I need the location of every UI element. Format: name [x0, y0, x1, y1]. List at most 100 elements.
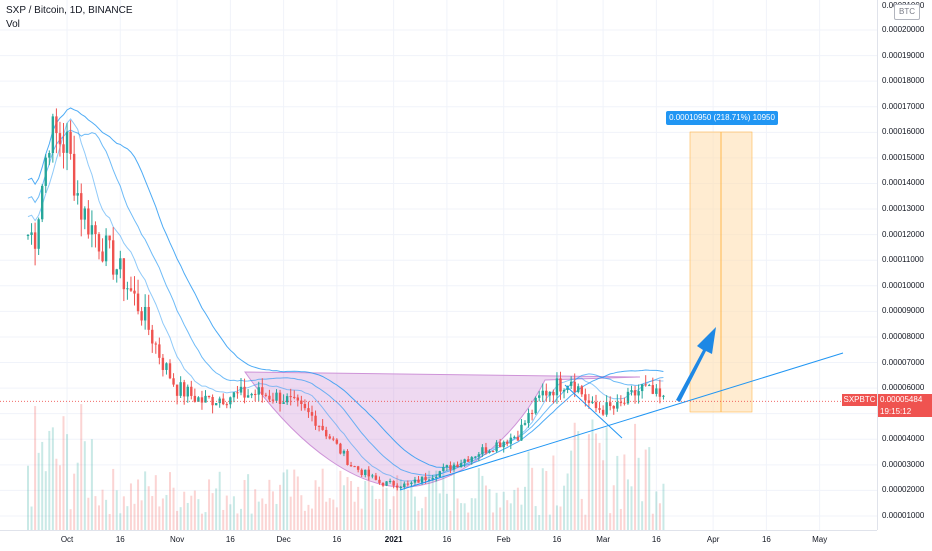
- volume-bar: [222, 509, 225, 530]
- candle-body: [498, 442, 502, 448]
- volume-bar: [69, 509, 72, 530]
- volume-bar: [197, 499, 200, 530]
- volume-bar: [566, 473, 569, 530]
- candle-body: [456, 464, 459, 468]
- volume-bar: [243, 480, 246, 530]
- price-axis[interactable]: 0.00020000 0.00019000 0.00018000 0.00017000…: [877, 0, 932, 530]
- volume-bar: [626, 479, 629, 530]
- volume-bar: [27, 465, 29, 530]
- y-tick-label: 0.00006000: [882, 383, 925, 393]
- candle-body: [158, 344, 161, 358]
- volume-bar: [250, 513, 253, 530]
- candle-body: [76, 193, 79, 196]
- volume-bar: [51, 427, 54, 530]
- volume-bar: [538, 514, 541, 530]
- candle-body: [580, 386, 583, 395]
- volume-bar: [389, 509, 392, 530]
- volume-bar: [211, 493, 214, 530]
- candle-body: [232, 392, 236, 398]
- candle-body: [168, 363, 172, 379]
- x-tick-label: Apr: [706, 535, 720, 544]
- volume-bar: [584, 514, 587, 530]
- candle-body: [559, 378, 562, 392]
- candle-body: [392, 480, 395, 486]
- currency-badge[interactable]: BTC: [894, 4, 920, 20]
- candle-body: [577, 386, 580, 392]
- volume-bar: [137, 479, 140, 530]
- volume-bar: [169, 472, 171, 530]
- candle-body: [413, 479, 417, 483]
- y-tick-label: 0.00008000: [882, 331, 925, 341]
- candle-body: [335, 439, 339, 444]
- candle-body: [172, 378, 175, 385]
- candle-body: [403, 483, 406, 488]
- volume-bar: [378, 498, 381, 530]
- y-tick-label: 0.00001000: [882, 511, 925, 520]
- volume-bar: [257, 501, 260, 530]
- candle-body: [282, 402, 285, 404]
- candle-body: [193, 395, 197, 402]
- candle-body: [48, 153, 51, 158]
- volume-bar: [44, 471, 47, 530]
- candle-body: [218, 398, 221, 404]
- price-chart[interactable]: [0, 0, 877, 530]
- volume-bar: [651, 513, 654, 530]
- candle-body: [222, 398, 225, 405]
- volume-label[interactable]: Vol: [6, 19, 20, 30]
- candle-body: [243, 386, 246, 398]
- candle-body: [200, 397, 204, 403]
- volume-bar: [481, 475, 484, 530]
- candle-body: [183, 382, 186, 397]
- candle-body: [598, 408, 601, 410]
- candle-body: [151, 329, 154, 344]
- last-price-value: 0.00005484: [878, 394, 932, 406]
- volume-bar: [396, 475, 399, 530]
- volume-bar: [463, 503, 466, 530]
- volume-bar: [247, 474, 250, 530]
- volume-bar: [105, 499, 108, 530]
- x-tick-label: 16: [552, 535, 562, 544]
- volume-bar: [495, 492, 498, 530]
- volume-bar: [662, 483, 665, 530]
- volume-bar: [573, 422, 576, 530]
- volume-bar: [438, 493, 441, 530]
- candle-body: [26, 234, 30, 236]
- candle-body: [296, 397, 299, 401]
- candle-body: [122, 258, 126, 290]
- candle-body: [495, 442, 498, 452]
- volume-bar: [94, 496, 97, 530]
- volume-bar: [225, 495, 228, 530]
- candle-body: [470, 457, 473, 462]
- candle-body: [175, 384, 179, 396]
- candle-body: [37, 219, 40, 249]
- volume-bar: [449, 510, 452, 530]
- volume-bar: [591, 419, 594, 530]
- volume-bar: [545, 470, 548, 530]
- candle-body: [474, 456, 477, 458]
- candle-body: [552, 391, 555, 396]
- volume-bar: [399, 479, 402, 530]
- candle-body: [101, 251, 104, 262]
- volume-bar: [598, 442, 601, 530]
- candle-body: [438, 471, 441, 477]
- candle-body: [548, 391, 552, 396]
- volume-bar: [108, 513, 111, 530]
- candle-body: [314, 415, 317, 426]
- symbol-title[interactable]: SXP / Bitcoin, 1D, BINANCE: [6, 5, 133, 16]
- candle-body: [342, 450, 346, 454]
- candle-body: [609, 402, 612, 406]
- candle-body: [427, 479, 431, 481]
- volume-bar: [282, 472, 285, 530]
- candle-body: [442, 467, 445, 472]
- volume-bar: [30, 506, 33, 530]
- volume-bar: [580, 498, 583, 530]
- volume-bar: [303, 510, 306, 530]
- candle-body: [289, 396, 292, 398]
- y-tick-label: 0.00020000: [882, 25, 925, 34]
- time-axis[interactable]: Oct 16 Nov 16 Dec 16 2021 16 Feb 16 Mar 16 Apr 16 May: [0, 530, 877, 551]
- candle-body: [300, 400, 303, 405]
- volume-bar: [193, 490, 196, 530]
- y-tick-label: 0.00018000: [882, 76, 925, 86]
- volume-bar: [204, 512, 207, 530]
